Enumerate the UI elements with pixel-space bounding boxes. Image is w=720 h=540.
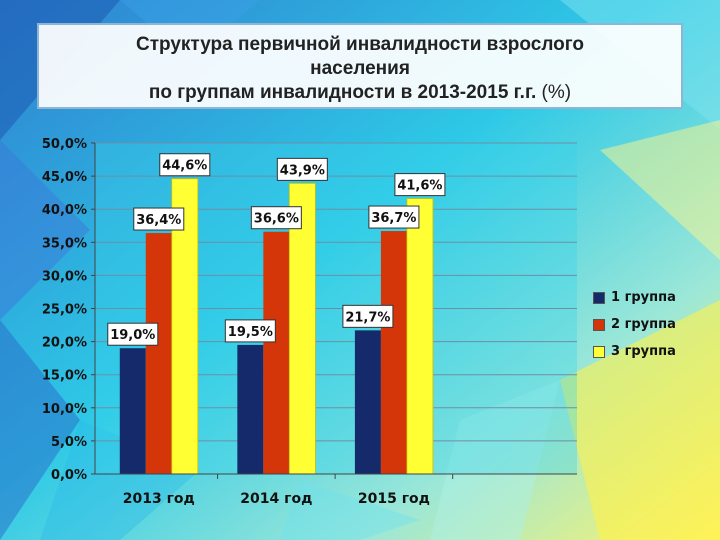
data-label: 36,4% [136, 213, 181, 228]
legend-swatch-group-2 [593, 318, 605, 331]
y-tick-label: 5,0% [51, 435, 87, 450]
legend-item-group-1: 1 группа [593, 284, 676, 311]
legend-swatch-group-3 [593, 345, 605, 358]
x-tick-label: 2013 год [123, 491, 195, 507]
data-label: 19,5% [228, 325, 273, 340]
bar-series-1 [354, 330, 381, 474]
y-tick-label: 0,0% [51, 468, 87, 483]
bar-series-1 [119, 348, 146, 474]
data-label-box [250, 206, 302, 230]
data-label-box [368, 205, 420, 229]
y-tick-label: 10,0% [42, 402, 87, 417]
data-label: 21,7% [345, 310, 390, 325]
x-axis: 2013 год 2014 год 2015 год [95, 473, 577, 507]
legend-label-group-2: 2 группа [611, 317, 676, 332]
y-tick-label: 35,0% [42, 236, 87, 251]
y-tick-label: 25,0% [42, 303, 87, 318]
data-label-box [133, 207, 185, 231]
y-tick-label: 40,0% [42, 203, 87, 218]
data-label: 36,7% [371, 211, 416, 226]
data-label-box [394, 173, 446, 197]
bar-series-3 [288, 182, 316, 475]
data-label: 19,0% [110, 328, 155, 343]
legend: 1 группа 2 группа 3 группа [593, 284, 676, 365]
legend-label-group-1: 1 группа [611, 290, 676, 305]
data-label-box [342, 304, 394, 328]
legend-swatch-group-1 [593, 291, 605, 304]
data-label-box [159, 153, 211, 177]
data-label-box [276, 157, 328, 181]
y-tick-label: 15,0% [42, 369, 87, 384]
title-line-1: Структура первичной инвалидности взросло… [135, 34, 585, 55]
bar-series-3 [406, 198, 434, 475]
data-label: 36,6% [254, 212, 299, 227]
bar-series-2 [380, 231, 407, 474]
x-tick-label: 2014 год [240, 491, 312, 507]
bar-series-2 [145, 233, 172, 474]
y-tick-label: 30,0% [42, 269, 87, 284]
data-label: 43,9% [280, 163, 325, 178]
chart-title: Структура первичной инвалидности взросло… [37, 23, 683, 109]
legend-item-group-3: 3 группа [593, 338, 676, 365]
data-label-box [107, 322, 159, 346]
legend-label-group-3: 3 группа [611, 344, 676, 359]
bar-series-2 [263, 231, 290, 474]
y-tick-label: 20,0% [42, 336, 87, 351]
data-label-box [224, 319, 276, 343]
title-line-3: по группам инвалидности в 2013-2015 г.г.… [39, 81, 681, 105]
title-line-2: населения [310, 58, 410, 79]
data-label: 41,6% [397, 179, 442, 194]
bar-series-1 [237, 344, 264, 474]
data-labels: 19,0% 36,4% 44,6% 19,5% 36,6% 43,9% 21,7% 36,7%… [107, 153, 446, 346]
y-tick-label: 45,0% [42, 170, 87, 185]
title-unit: (%) [541, 82, 572, 103]
y-tick-label: 50,0% [42, 137, 87, 152]
data-label: 44,6% [162, 159, 207, 174]
legend-item-group-2: 2 группа [593, 311, 676, 338]
y-axis: 0,0% 5,0% 10,0% 15,0% 20,0% 25,0% 30,0% 35,0% 40… [42, 137, 96, 483]
title-line-3-text: по группам инвалидности в 2013-2015 г.г. [148, 82, 537, 103]
x-tick-label: 2015 год [358, 491, 430, 507]
